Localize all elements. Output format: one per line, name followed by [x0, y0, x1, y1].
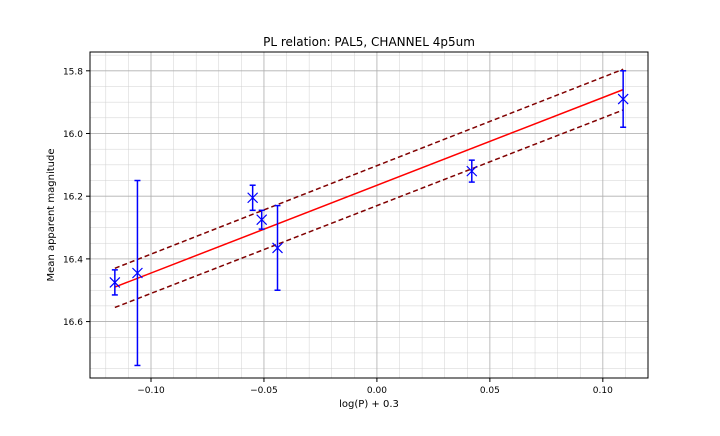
y-tick-label: 16.2 — [63, 193, 83, 203]
plot-frame — [89, 51, 649, 379]
axis-layer: −0.10 −0.05 0.00 0.05 0.10 15.8 16.0 16.2 16.4 16… — [63, 67, 613, 396]
upper-confidence-line — [114, 68, 624, 269]
data-point — [109, 276, 121, 288]
y-tick-label: 16.6 — [63, 318, 83, 328]
y-tick-label: 15.8 — [63, 67, 83, 77]
y-axis-label: Mean apparent magnitude — [46, 149, 57, 282]
data-point — [132, 267, 143, 279]
x-axis-label: log(P) + 0.3 — [339, 399, 399, 410]
x-tick-label: 0.00 — [367, 386, 387, 396]
data-point — [466, 165, 478, 177]
fit-line — [114, 88, 624, 288]
lower-confidence-line — [114, 109, 624, 309]
data-point — [247, 192, 259, 204]
x-tick-label: −0.10 — [137, 386, 165, 396]
grid-layer — [90, 52, 649, 378]
data-point — [272, 242, 283, 254]
x-tick-label: 0.05 — [480, 386, 500, 396]
x-tick-label: 0.10 — [593, 386, 613, 396]
x-tick-label: −0.05 — [250, 386, 278, 396]
data-point — [617, 93, 629, 105]
chart-title: PL relation: PAL5, CHANNEL 4p5um — [263, 35, 475, 49]
y-tick-label: 16.0 — [63, 130, 83, 140]
series-layer — [109, 68, 629, 367]
data-point — [256, 214, 268, 226]
y-tick-label: 16.4 — [63, 255, 83, 265]
